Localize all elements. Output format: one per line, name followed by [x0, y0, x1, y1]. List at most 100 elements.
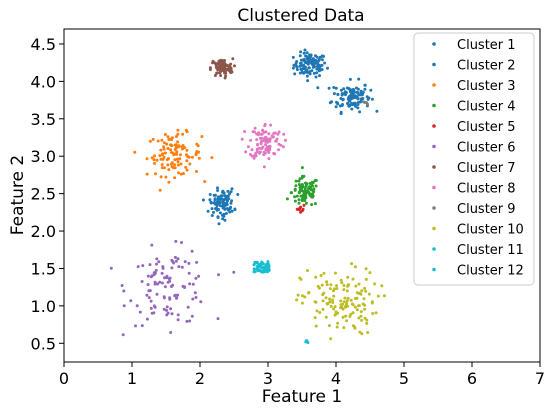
data-point [315, 309, 319, 313]
data-point [175, 157, 179, 161]
data-point [176, 160, 180, 164]
data-point [339, 112, 343, 116]
data-point [335, 284, 338, 288]
data-point [316, 62, 320, 66]
legend-label: Cluster 2 [457, 59, 516, 74]
data-point [310, 69, 314, 73]
data-point [141, 264, 145, 268]
data-point [264, 130, 268, 134]
data-point [169, 285, 173, 288]
data-point [153, 305, 157, 309]
data-point [173, 166, 177, 170]
data-point [210, 156, 214, 160]
data-point [344, 314, 348, 318]
data-point [363, 286, 367, 290]
data-point [195, 170, 198, 173]
data-point [217, 200, 221, 204]
data-point [165, 142, 169, 146]
data-point [153, 161, 157, 165]
data-point [334, 310, 338, 314]
data-point [213, 201, 217, 205]
data-point [328, 300, 332, 304]
data-point [332, 92, 336, 96]
data-point [187, 261, 191, 265]
data-point [297, 190, 301, 194]
data-point [267, 132, 271, 136]
x-tick-label: 0 [59, 369, 69, 388]
data-point [295, 194, 299, 198]
data-point [261, 145, 265, 149]
data-point [338, 104, 342, 108]
data-point [165, 305, 169, 309]
data-point [190, 155, 194, 159]
data-point [353, 305, 357, 309]
data-point [308, 72, 312, 76]
data-point [257, 262, 261, 266]
data-point [303, 61, 307, 64]
data-point [161, 153, 164, 157]
data-point [373, 282, 377, 286]
data-point [271, 135, 275, 139]
data-point [188, 319, 192, 323]
data-point [370, 97, 374, 101]
data-point [169, 143, 172, 147]
x-tick-label: 3 [263, 369, 273, 388]
data-point [211, 61, 215, 65]
data-point [264, 148, 268, 152]
data-point [352, 88, 356, 92]
y-tick-label: 1.5 [31, 259, 56, 278]
data-point [229, 62, 233, 66]
data-point [136, 265, 140, 269]
data-point [306, 341, 310, 345]
data-point [283, 138, 287, 142]
data-point [255, 147, 259, 151]
data-point [358, 110, 362, 114]
data-point [188, 162, 192, 166]
data-point [308, 181, 312, 185]
data-point [229, 190, 233, 194]
data-point [339, 303, 343, 307]
data-point [214, 65, 218, 69]
data-point [363, 87, 367, 91]
data-point [347, 283, 351, 287]
data-point [218, 211, 222, 215]
series-13-points [201, 186, 240, 226]
data-point [148, 263, 152, 267]
legend-label: Cluster 9 [457, 202, 516, 217]
data-point [151, 137, 155, 141]
data-point [191, 282, 195, 286]
data-point [320, 54, 324, 58]
data-point [321, 299, 325, 303]
data-point [277, 148, 280, 152]
data-point [365, 318, 369, 322]
data-point [121, 333, 125, 337]
data-point [301, 70, 304, 74]
data-point [309, 193, 313, 197]
data-point [310, 203, 314, 207]
data-point [155, 262, 158, 266]
data-point [343, 296, 347, 300]
data-point [302, 203, 306, 207]
data-point [315, 71, 319, 75]
data-point [315, 55, 319, 59]
data-point [351, 303, 355, 307]
data-point [176, 313, 180, 317]
data-point [152, 311, 156, 315]
data-point [346, 101, 349, 105]
data-point [265, 145, 269, 149]
data-point [254, 154, 258, 158]
data-point [327, 86, 331, 90]
data-point [359, 310, 363, 314]
data-point [177, 265, 181, 269]
data-point [311, 195, 315, 199]
data-point [168, 296, 172, 300]
legend-marker [432, 103, 436, 108]
data-point [236, 193, 240, 196]
data-point [167, 180, 171, 184]
data-point [180, 241, 183, 244]
data-point [160, 166, 164, 170]
legend-marker [432, 165, 436, 169]
data-point [267, 157, 271, 161]
data-point [153, 154, 157, 158]
data-point [343, 90, 347, 94]
